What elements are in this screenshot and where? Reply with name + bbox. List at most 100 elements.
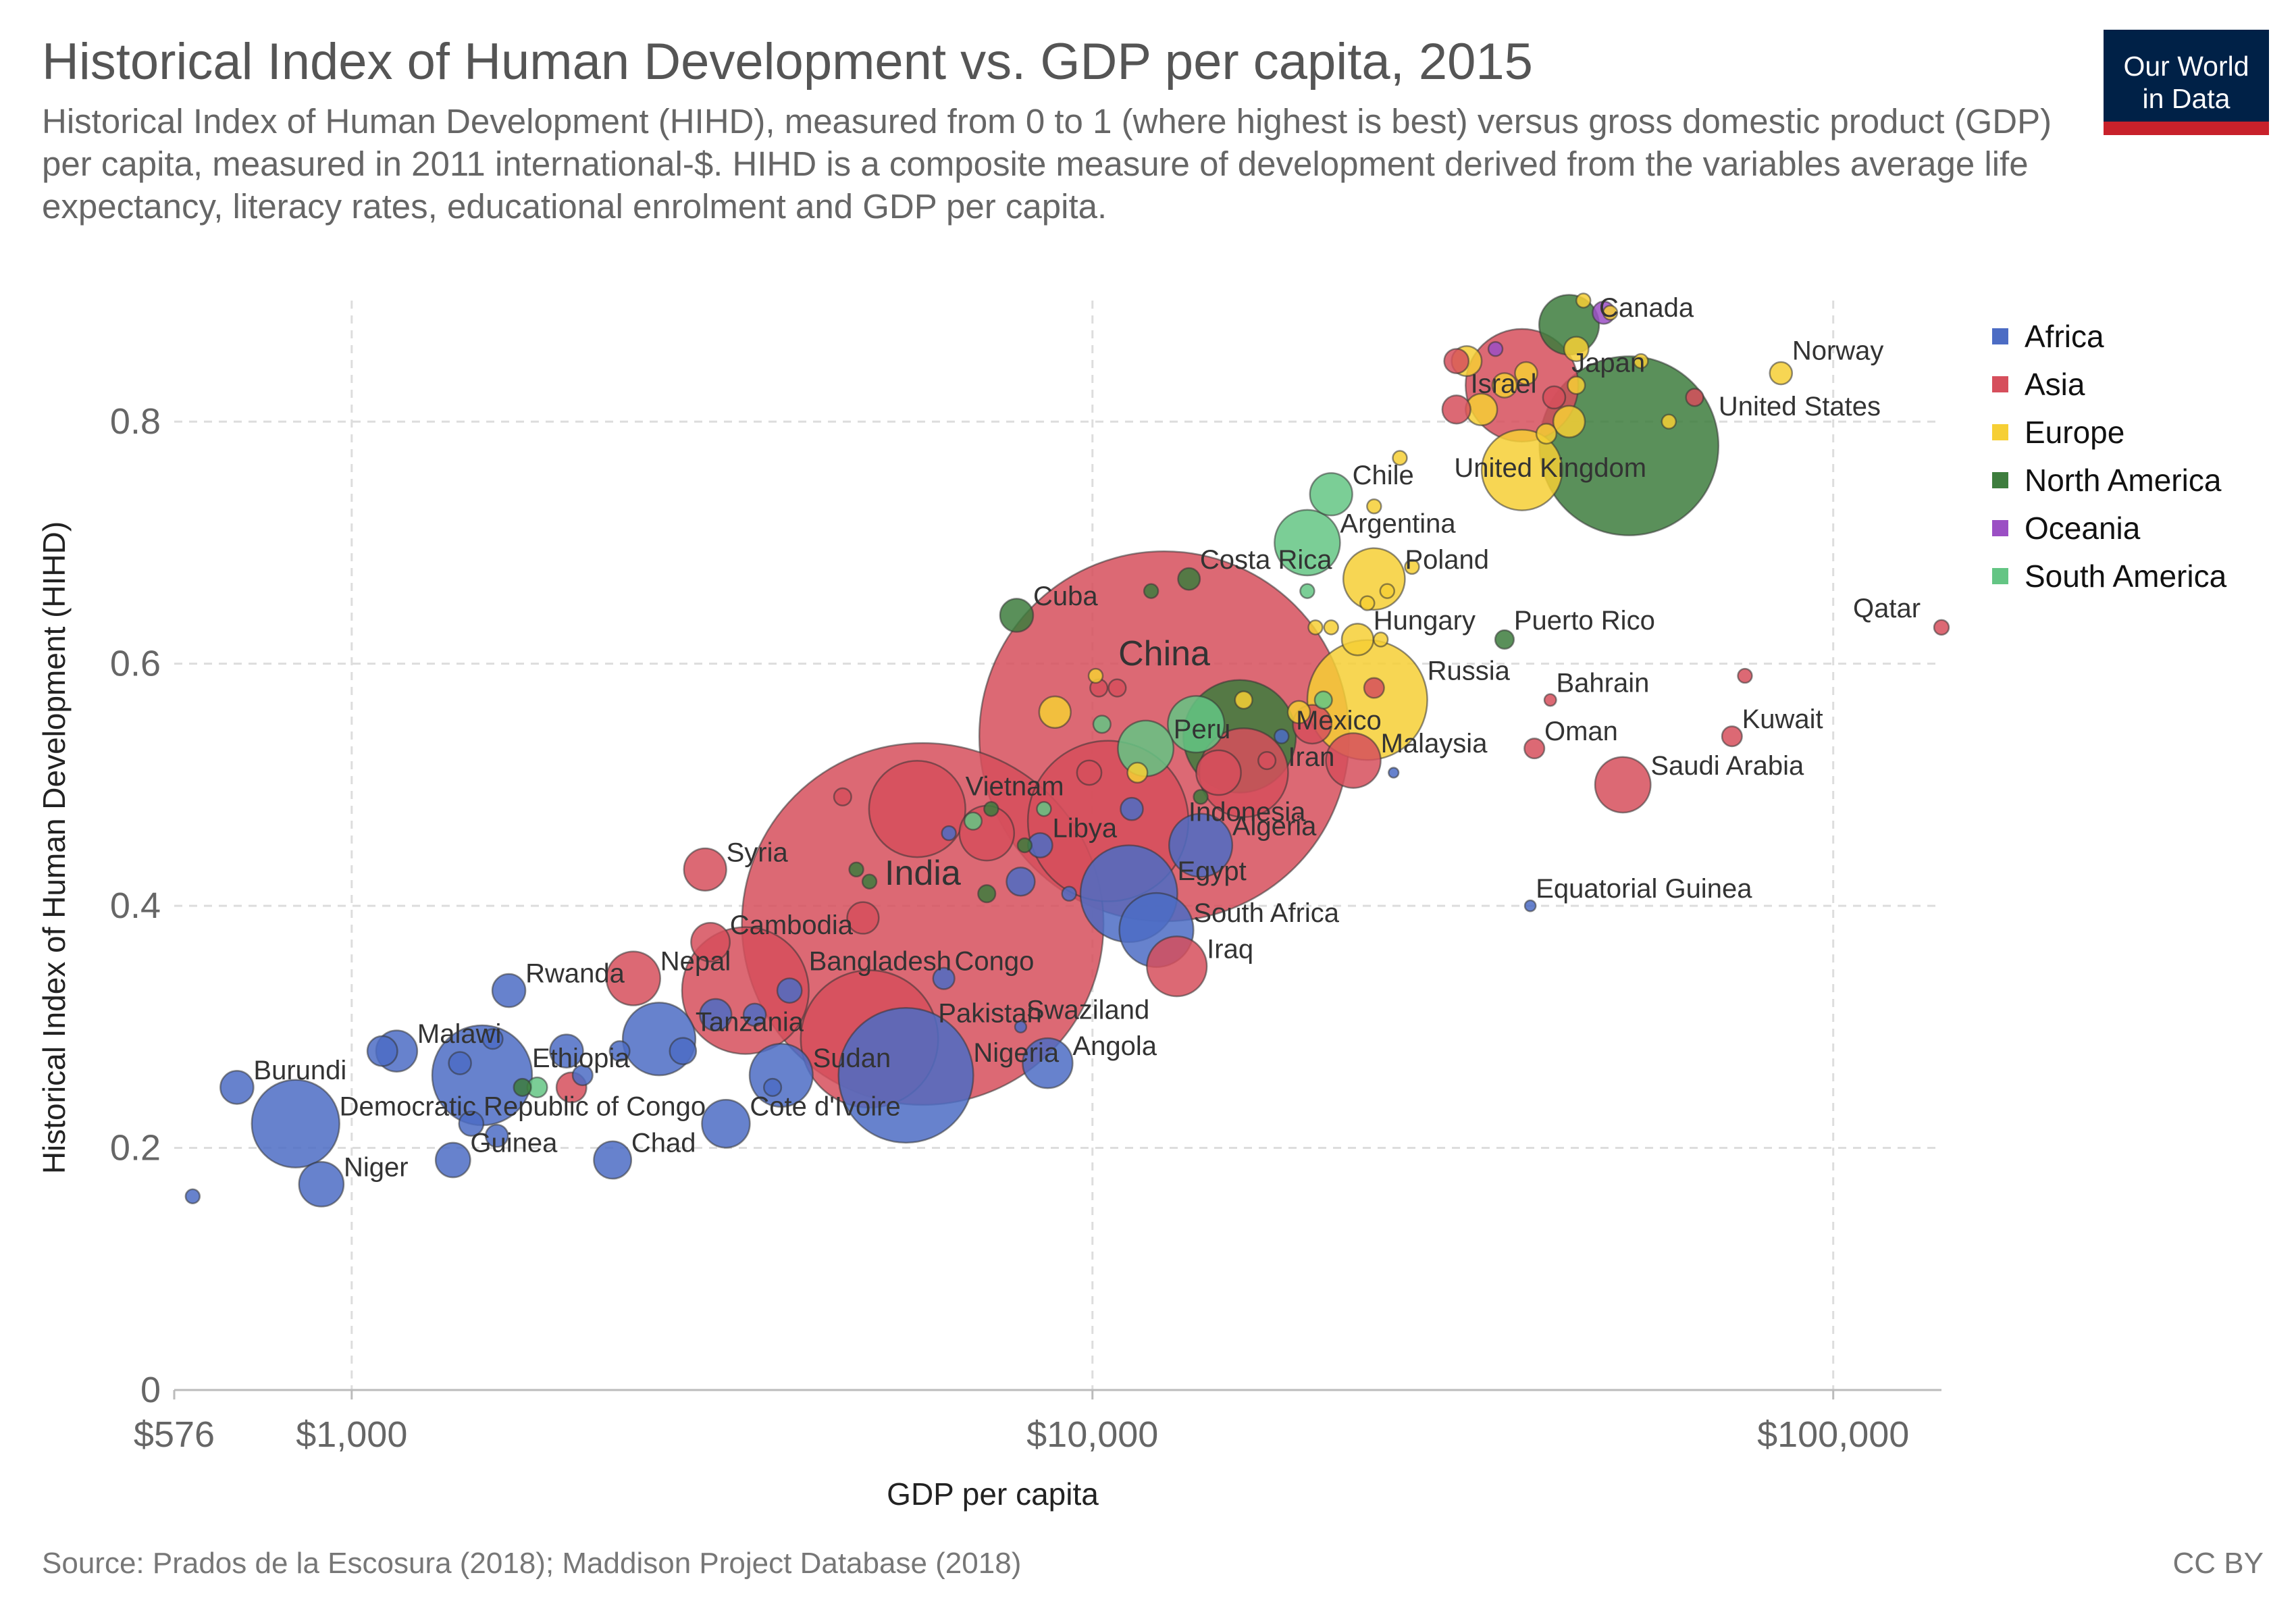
data-point [1366,498,1382,515]
license-link[interactable]: CC BY [2172,1547,2264,1580]
data-point [1014,1020,1028,1034]
data-point [1061,885,1077,902]
owid-logo[interactable]: Our World in Data [2104,30,2269,135]
legend-item-asia[interactable]: Asia [1992,360,2226,408]
data-point [690,921,731,962]
data-point [1575,292,1592,309]
data-point [983,801,999,817]
point-label: Algeria [1232,812,1317,842]
point-label: Congo [955,947,1035,977]
data-point [184,1188,201,1204]
point-label: Libya [1052,814,1117,844]
data-point [1234,690,1253,710]
data-point [1443,348,1470,374]
data-point [963,811,983,831]
point-label: Cambodia [730,910,854,940]
point-label: Costa Rica [1200,545,1332,575]
data-point [1006,867,1036,897]
legend-label: Asia [2025,366,2085,402]
x-tick-label: $1,000 [296,1414,407,1455]
data-point [742,1002,767,1027]
data-point [1092,715,1112,734]
legend-item-south-america[interactable]: South America [1992,552,2226,600]
point-labels: China India Peru United States Indonesia Paki… [253,293,1921,1182]
chart-subtitle: Historical Index of Human Development (H… [42,102,2052,226]
data-point [1286,700,1311,725]
data-point [1274,728,1290,744]
legend-label: Europe [2025,414,2125,450]
legend-swatch-oceania [1992,519,2008,536]
point-label: Guinea [470,1128,558,1158]
data-point [1193,789,1209,805]
data-point [251,1079,340,1168]
data-point [1323,619,1339,636]
x-tick-label: $576 [134,1414,215,1455]
legend-item-africa[interactable]: Africa [1992,312,2226,360]
point-label: Malaysia [1381,729,1488,758]
data-point [683,847,727,892]
point-label: Peru [1174,715,1231,744]
data-point [1257,750,1277,771]
logo-line-2: in Data [2142,83,2230,114]
point-label: Russia [1428,656,1511,686]
data-point [833,787,852,806]
data-point [999,598,1035,633]
data-point [434,1141,471,1179]
data-point [1309,472,1353,517]
legend-item-north-america[interactable]: North America [1992,456,2226,504]
data-point [977,884,997,904]
data-point [571,1064,594,1087]
data-point [1523,738,1546,760]
data-point [1359,595,1376,611]
legend-label: North America [2025,462,2222,498]
point-label: South Africa [1193,898,1339,928]
y-tick-label: 0.4 [110,885,161,926]
data-point [1038,695,1072,729]
point-label: Iran [1288,742,1334,772]
data-point [669,1037,698,1066]
data-point [1167,695,1226,754]
legend-label: Africa [2025,318,2104,354]
data-point [1195,749,1242,796]
data-point [1933,619,1950,636]
point-label: Chad [631,1128,696,1158]
data-point [837,1006,974,1144]
source-note: Source: Prados de la Escosura (2018); Ma… [42,1547,1022,1580]
x-tick-label: $100,000 [1757,1414,1909,1455]
data-point [1685,388,1704,407]
data-point [1769,361,1794,386]
data-point [1340,623,1375,657]
data-point [1542,385,1567,410]
y-axis-label: Historical Index of Human Development (H… [36,521,72,1174]
data-point [448,1051,472,1075]
point-label: Hungary [1374,606,1476,636]
data-point [366,1035,398,1067]
point-label: Cote d'Ivoire [750,1092,900,1122]
data-point [1563,336,1590,363]
legend-item-europe[interactable]: Europe [1992,408,2226,456]
data-point [861,873,878,890]
point-label: Malawi [417,1019,501,1049]
data-point [1602,305,1619,321]
point-label: Angola [1072,1031,1157,1061]
point-label: Niger [344,1152,409,1182]
data-point [491,973,527,1008]
data-point [1313,690,1333,710]
data-point [1307,619,1324,636]
data-point [513,1077,532,1098]
point-label: Puerto Rico [1514,606,1655,636]
point-label: Bangladesh [809,947,951,977]
point-label: Norway [1792,336,1884,366]
y-tick-label: 0.8 [110,401,161,442]
data-point [1633,353,1649,369]
data-point [1372,632,1389,648]
data-point [1661,413,1677,430]
point-label: Japan [1571,348,1645,378]
data-point [1494,629,1515,650]
data-point [1392,450,1408,466]
point-label: Cuba [1033,582,1098,611]
legend-swatch-south-america [1992,567,2008,584]
legend-item-oceania[interactable]: Oceania [1992,504,2226,552]
data-point [699,998,733,1032]
data-point [1567,376,1586,395]
